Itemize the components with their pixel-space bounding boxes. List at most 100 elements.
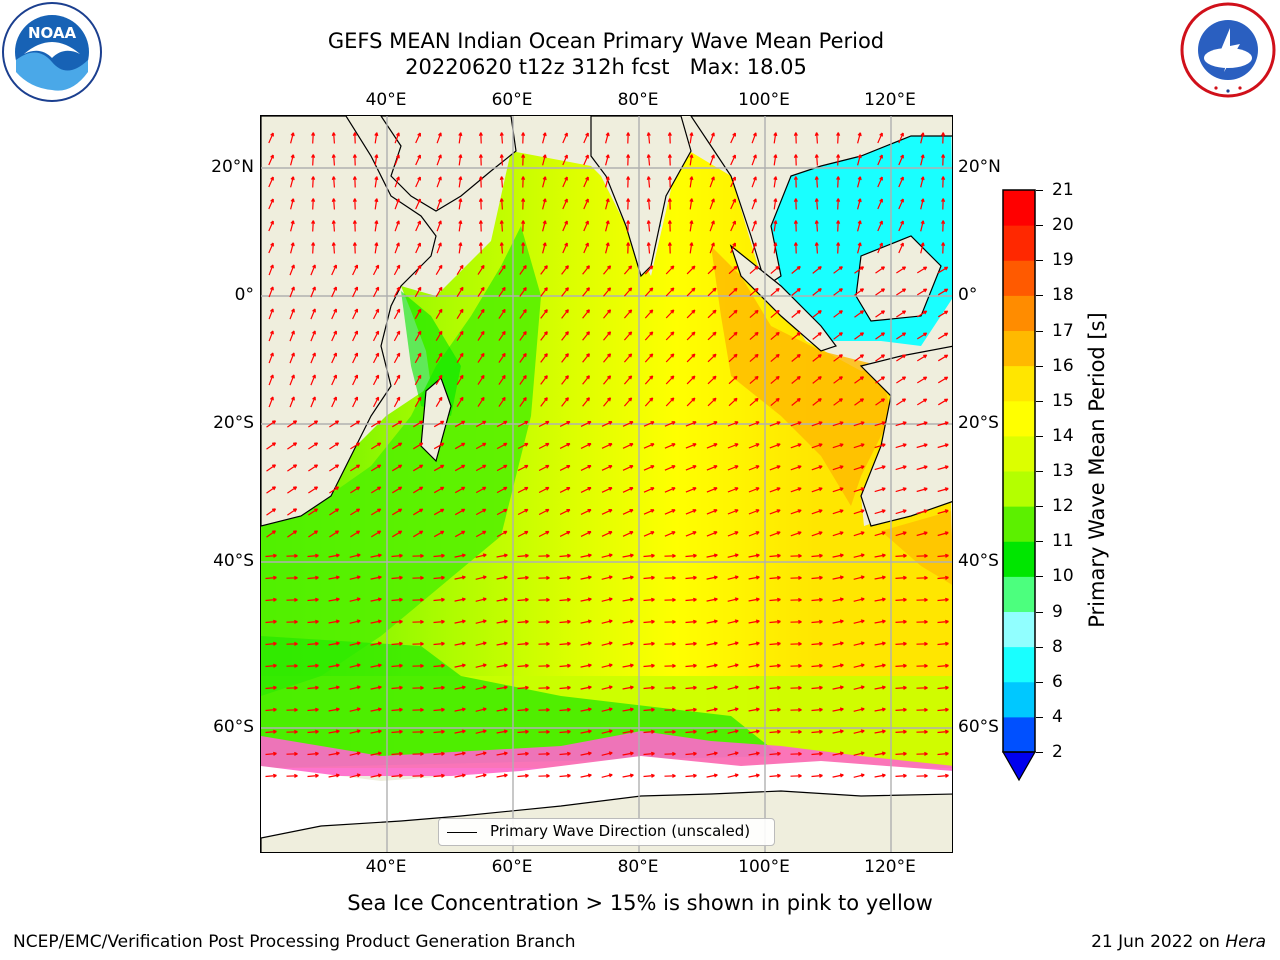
wave-vector (436, 242, 442, 254)
wave-vector (370, 619, 382, 624)
wave-vector (307, 553, 319, 558)
wave-vector (308, 420, 319, 428)
wave-vector (328, 619, 340, 624)
wave-vector (496, 553, 508, 558)
wave-vector (311, 242, 316, 254)
wave-vector (328, 641, 340, 646)
wave-vector (289, 352, 295, 364)
wave-vector (517, 530, 529, 538)
wave-vector (559, 751, 571, 756)
wave-vector (773, 154, 778, 166)
wave-vector (706, 751, 718, 756)
wave-vector (605, 132, 610, 144)
wave-vector (538, 619, 550, 624)
wave-vector (475, 575, 487, 580)
wave-vector (331, 220, 336, 232)
wave-vector (665, 309, 675, 319)
wave-vector (559, 553, 571, 558)
wave-vector (896, 266, 907, 274)
wave-vector (372, 374, 380, 386)
wave-vector (748, 685, 760, 690)
wave-vector (542, 154, 547, 166)
wave-vector (916, 575, 928, 580)
wave-vector (349, 707, 361, 712)
wave-vector (812, 332, 822, 340)
wave-vector (289, 264, 295, 276)
wave-vector (916, 619, 928, 624)
wave-vector (601, 597, 613, 602)
wave-vector (454, 707, 466, 712)
lon-tick-label: 60°E (491, 90, 533, 110)
wave-vector (372, 264, 380, 276)
wave-vector (391, 707, 403, 712)
wave-vector (664, 553, 676, 558)
wave-vector (477, 308, 485, 319)
wave-vector (896, 376, 907, 384)
colorbar-bin (1003, 716, 1035, 753)
wave-vector (832, 619, 844, 624)
wave-vector (898, 154, 904, 166)
wave-vector (308, 486, 319, 494)
wave-vector (916, 421, 928, 427)
wave-vector (328, 707, 340, 712)
wave-vector (374, 198, 379, 210)
colorbar-tick-mark (1036, 611, 1043, 613)
wave-vector (875, 376, 886, 384)
wave-vector (836, 154, 841, 166)
wave-vector (580, 575, 592, 580)
wave-vector (791, 397, 801, 406)
wave-vector (769, 597, 781, 602)
wave-vector (685, 575, 697, 580)
colorbar-bin (1003, 400, 1035, 437)
wave-vector (769, 663, 781, 668)
wave-vector (916, 509, 928, 515)
wave-vector (458, 154, 463, 166)
colorbar-tick-mark (1036, 471, 1043, 472)
wave-vector (791, 353, 801, 362)
wave-vector (706, 597, 718, 602)
wave-vector (601, 641, 613, 646)
wave-vector (582, 375, 590, 385)
wave-vector (812, 376, 822, 384)
wave-vector (664, 773, 676, 778)
wave-vector (391, 464, 403, 472)
wave-vector (622, 509, 634, 515)
lon-tick-label: 40°E (365, 90, 407, 110)
wave-vector (916, 751, 928, 756)
ocean-field (261, 146, 952, 768)
wave-vector (667, 176, 672, 188)
wave-vector (538, 685, 550, 690)
wave-vector (874, 487, 886, 493)
wave-vector (811, 663, 823, 668)
wave-vector (475, 773, 487, 778)
wave-vector (832, 487, 844, 493)
wave-vector (812, 310, 822, 318)
wave-vector (832, 663, 844, 668)
wave-vector (685, 619, 697, 624)
wave-vector (937, 619, 949, 624)
wave-vector (706, 553, 718, 558)
wave-vector (268, 198, 274, 210)
wave-vector (331, 242, 336, 254)
wave-vector (748, 421, 760, 427)
wave-vector (477, 264, 485, 275)
wave-vector (391, 420, 403, 428)
wave-vector (540, 397, 548, 407)
wave-vector (709, 132, 715, 144)
wave-vector (748, 509, 760, 515)
wave-vector (496, 486, 508, 494)
wave-vector (874, 619, 886, 624)
wave-vector (286, 685, 298, 690)
wave-vector (854, 376, 865, 384)
wave-vector (667, 242, 672, 254)
wave-vector (414, 352, 422, 364)
wave-vector (290, 220, 295, 232)
wave-vector (391, 553, 403, 558)
wave-vector (433, 553, 445, 558)
wave-vector (393, 264, 401, 276)
wave-vector (475, 486, 487, 494)
wave-vector (836, 176, 841, 188)
wave-vector (748, 597, 760, 602)
wave-vector (751, 176, 757, 188)
wave-vector (436, 176, 442, 188)
